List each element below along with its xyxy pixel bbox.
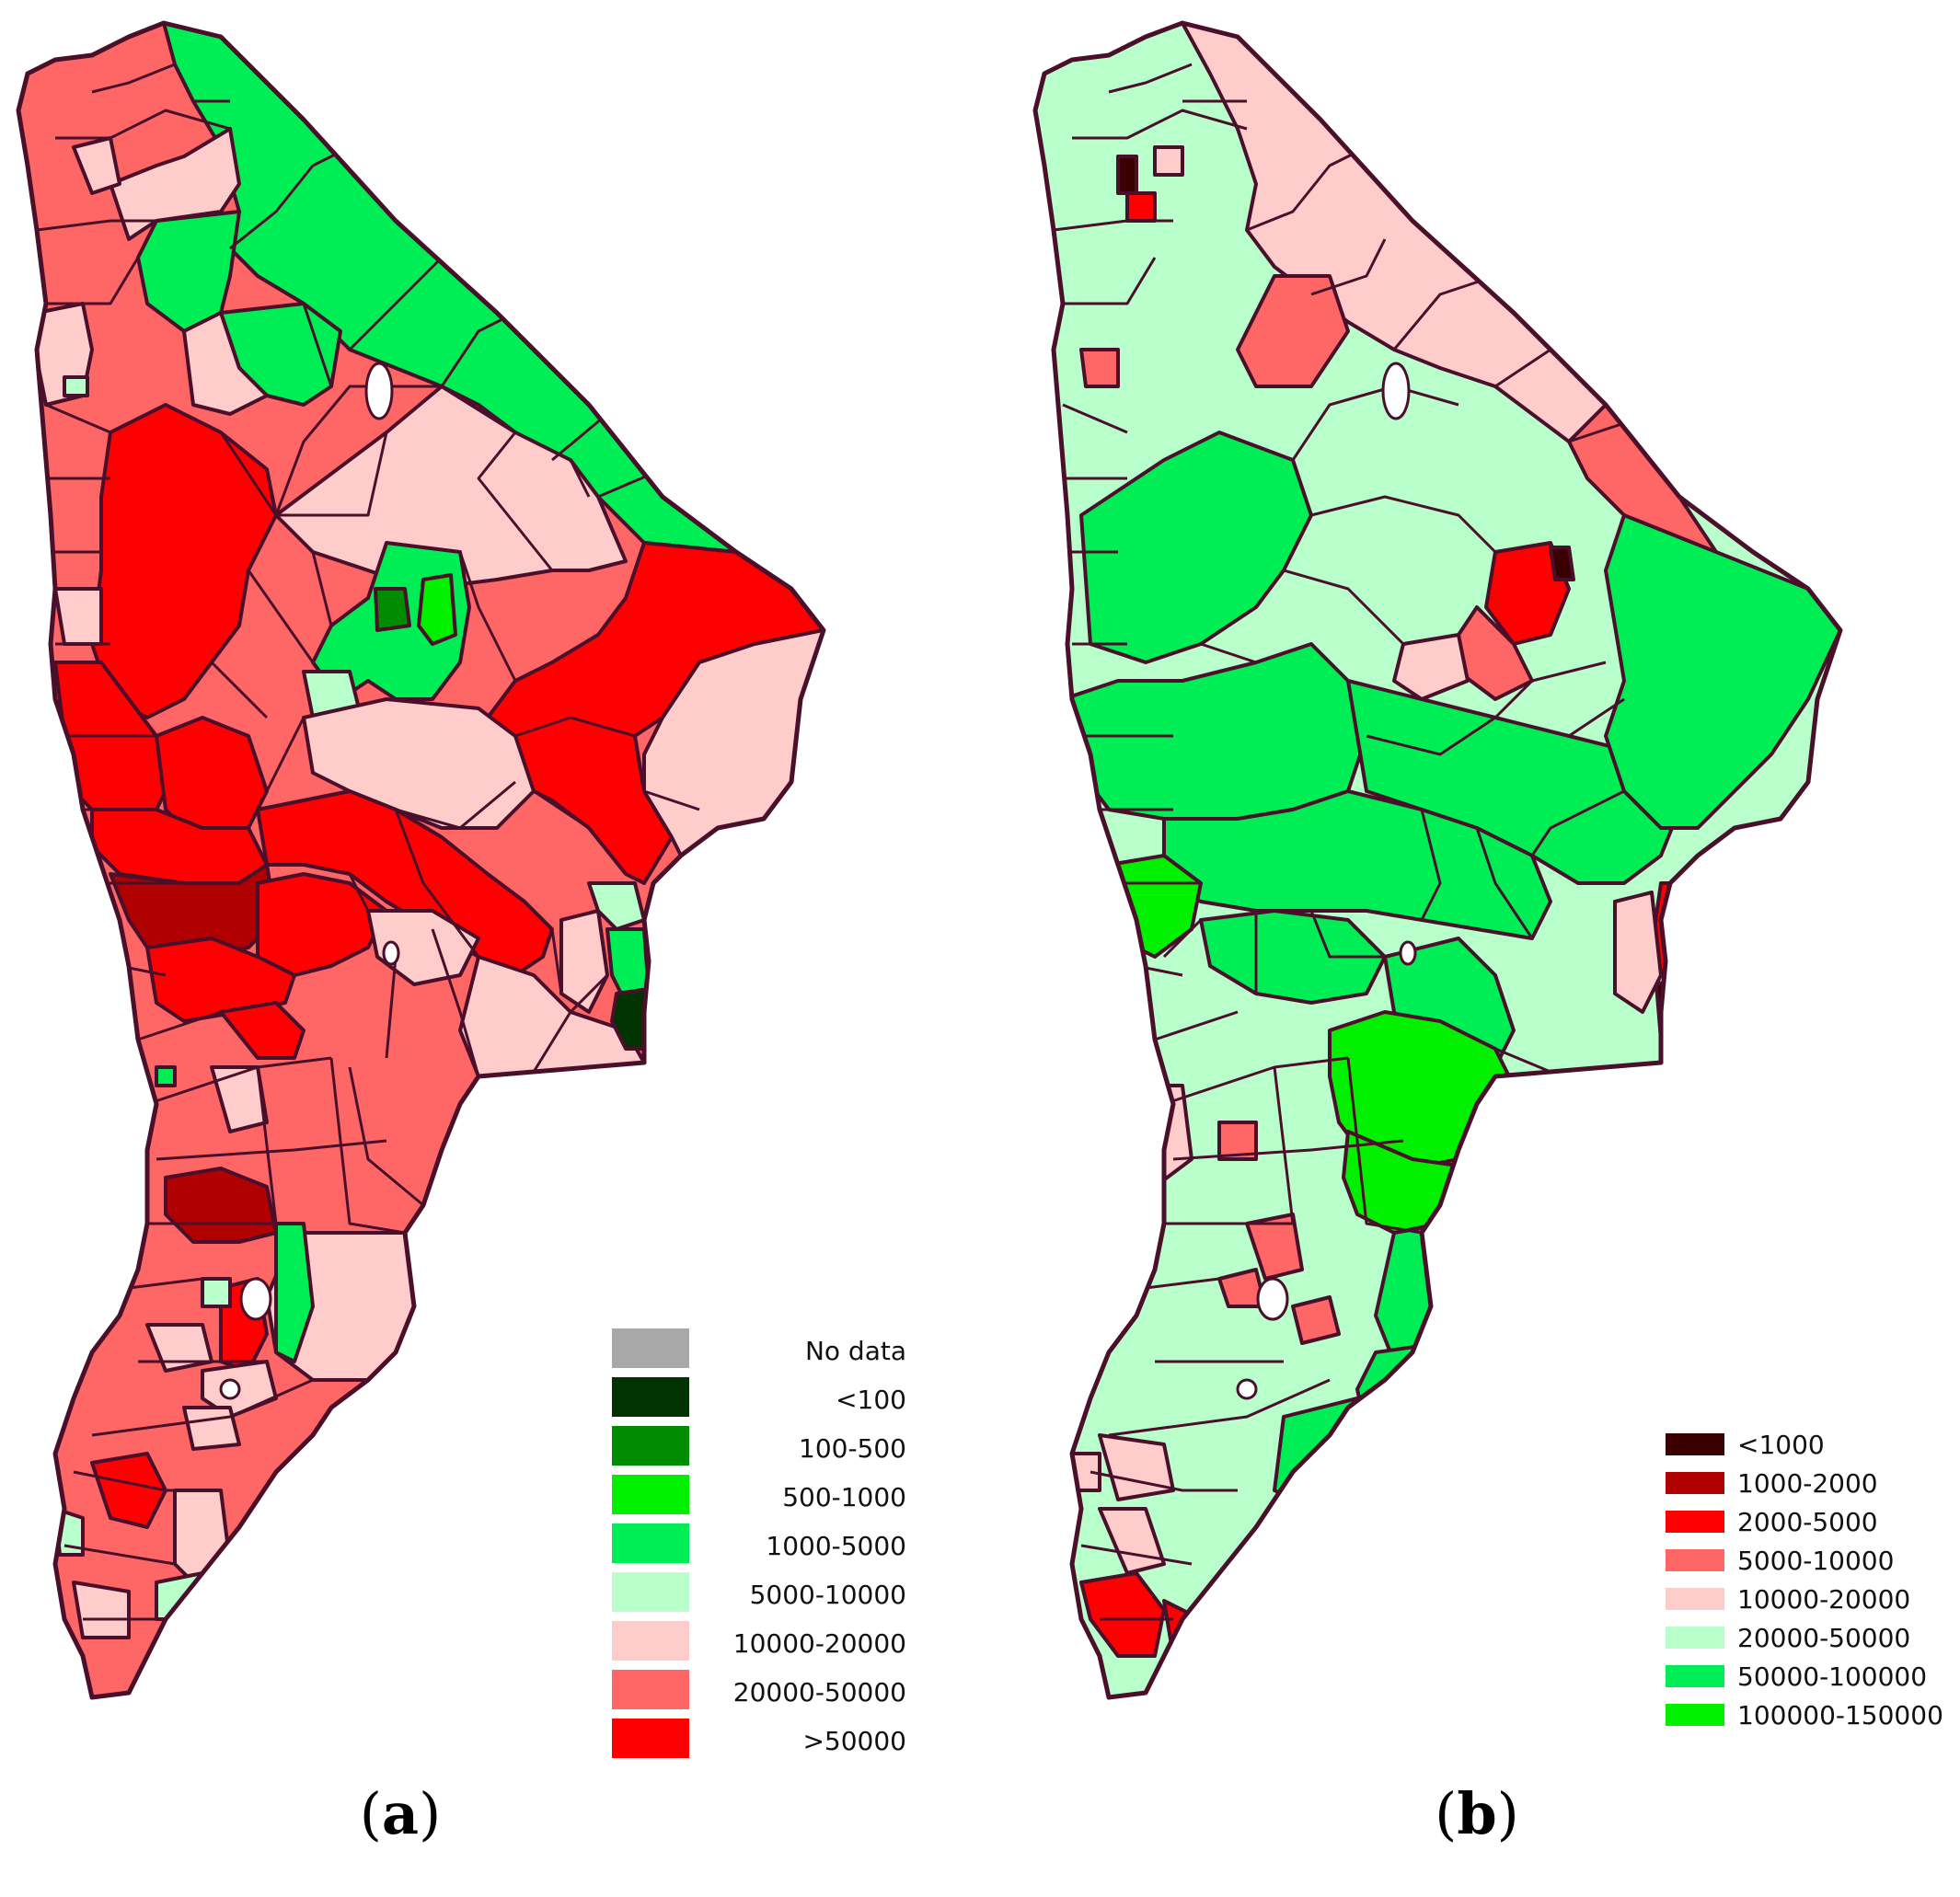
lagoon-hole-b2: [1256, 1277, 1289, 1321]
legend-swatch: [1666, 1704, 1724, 1726]
legend-label: 500-1000: [782, 1482, 906, 1512]
caption-paren-close: ): [419, 1780, 442, 1847]
legend-swatch: [612, 1670, 689, 1709]
legend-label: 100000-150000: [1737, 1700, 1943, 1730]
legend-label: <1000: [1737, 1430, 1825, 1460]
legend-item: 500-1000: [612, 1471, 906, 1520]
panel-caption-b: (b): [1385, 1780, 1569, 1847]
legend-item: 20000-50000: [1666, 1617, 1960, 1656]
legend-label: <100: [836, 1385, 906, 1415]
choropleth-map-a: [16, 20, 826, 1700]
legend-label: 50000-100000: [1737, 1661, 1928, 1692]
choropleth-map-b: [1032, 20, 1843, 1700]
legend-label: 5000-10000: [1737, 1546, 1895, 1576]
legend-swatch: [612, 1475, 689, 1514]
legend-item: 10000-20000: [1666, 1579, 1960, 1617]
legend-swatch: [612, 1572, 689, 1612]
lagoon-hole-a4: [382, 940, 400, 966]
legend-swatch: [612, 1621, 689, 1661]
legend-item: 20000-50000: [612, 1666, 906, 1715]
legend-item: <100: [612, 1374, 906, 1422]
legend-label: No data: [804, 1336, 906, 1366]
legend-item: 2000-5000: [1666, 1501, 1960, 1540]
legend-swatch: [1666, 1472, 1724, 1494]
caption-paren-open: (: [1435, 1780, 1458, 1847]
legend-swatch: [1666, 1511, 1724, 1533]
municipality-borders-a: [36, 63, 700, 1621]
legend-swatch: [612, 1328, 689, 1368]
legend-swatch: [612, 1719, 689, 1758]
map-panel-a: No data <100 100-500 500-1000 1000-5000 …: [16, 20, 906, 1847]
legend-label: 2000-5000: [1737, 1507, 1878, 1537]
legend-label: 1000-2000: [1737, 1468, 1878, 1499]
panel-caption-a: (a): [308, 1780, 492, 1847]
legend-item: >50000: [612, 1715, 906, 1764]
lagoon-hole-b3: [1236, 1378, 1258, 1400]
caption-paren-close: ): [1496, 1780, 1519, 1847]
legend-label: 5000-10000: [749, 1580, 906, 1610]
legend-swatch: [1666, 1665, 1724, 1687]
legend-swatch: [1666, 1433, 1724, 1455]
legend-label: 20000-50000: [1737, 1623, 1911, 1653]
legend-item: 1000-2000: [1666, 1463, 1960, 1501]
caption-paren-open: (: [359, 1780, 382, 1847]
legend-item: 5000-10000: [612, 1569, 906, 1617]
state-outline-a: [16, 20, 826, 1700]
legend-swatch: [1666, 1627, 1724, 1649]
lagoon-hole-a2: [239, 1277, 272, 1321]
legend-swatch: [1666, 1588, 1724, 1610]
map-panel-b: <1000 1000-2000 2000-5000 5000-10000 100…: [980, 0, 1960, 1897]
legend-item: 10000-20000: [612, 1617, 906, 1666]
caption-letter: a: [381, 1780, 420, 1847]
legend-item: <1000: [1666, 1424, 1960, 1463]
legend-item: 50000-100000: [1666, 1656, 1960, 1695]
legend-label: 20000-50000: [732, 1677, 906, 1707]
legend-label: 100-500: [799, 1433, 906, 1464]
lagoon-hole-b1: [1381, 362, 1411, 420]
legend-label: 10000-20000: [1737, 1584, 1911, 1615]
legend-label: 10000-20000: [732, 1628, 906, 1659]
legend-label: >50000: [802, 1726, 906, 1756]
state-outline-b: [1032, 20, 1843, 1700]
legend-label: 1000-5000: [766, 1531, 906, 1561]
lagoon-hole-a1: [364, 362, 394, 420]
legend-item: No data: [612, 1325, 906, 1374]
legend-item: 5000-10000: [1666, 1540, 1960, 1579]
caption-letter: b: [1457, 1780, 1497, 1847]
lagoon-hole-b4: [1399, 940, 1417, 966]
legend-swatch: [612, 1523, 689, 1563]
legend-item: 1000-5000: [612, 1520, 906, 1569]
lagoon-hole-a3: [219, 1378, 241, 1400]
legend-swatch: [1666, 1549, 1724, 1571]
legend-a: No data <100 100-500 500-1000 1000-5000 …: [612, 1325, 906, 1764]
legend-swatch: [612, 1377, 689, 1417]
legend-b: <1000 1000-2000 2000-5000 5000-10000 100…: [1666, 1424, 1960, 1733]
legend-item: 100000-150000: [1666, 1695, 1960, 1733]
legend-item: 100-500: [612, 1422, 906, 1471]
legend-swatch: [612, 1426, 689, 1466]
